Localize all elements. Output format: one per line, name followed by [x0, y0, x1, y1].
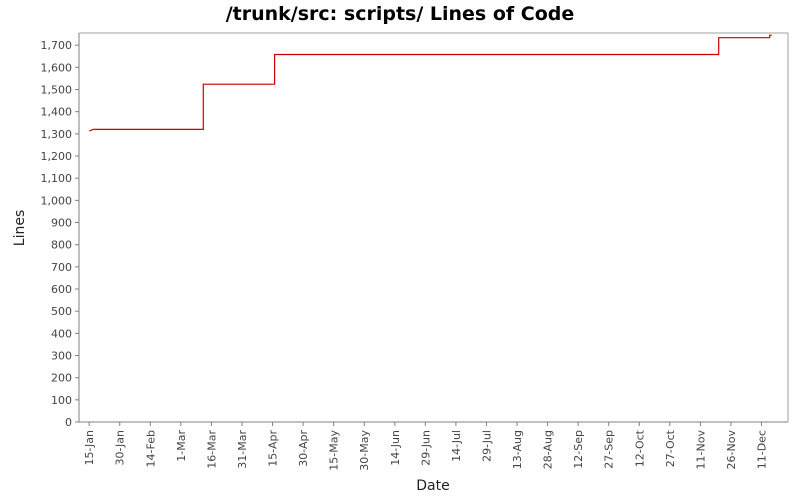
y-tick-label: 1,700: [41, 39, 73, 52]
y-tick-label: 900: [51, 217, 72, 230]
y-tick-label: 700: [51, 261, 72, 274]
x-tick-label: 15-Jan: [83, 430, 96, 466]
y-tick-label: 500: [51, 305, 72, 318]
y-tick-label: 600: [51, 283, 72, 296]
x-tick-label: 11-Nov: [694, 430, 707, 470]
y-tick-label: 100: [51, 394, 72, 407]
x-tick-label: 27-Sep: [603, 430, 616, 469]
x-tick-label: 11-Dec: [756, 430, 769, 469]
x-tick-label: 29-Jun: [419, 430, 432, 466]
x-tick-label: 30-Apr: [297, 430, 310, 467]
x-tick-label: 15-May: [328, 430, 341, 471]
y-axis-ticks: 0 100 200 300 400 500 600 700 800 900 1,000 1,100 1,…: [41, 39, 79, 429]
x-tick-label: 28-Aug: [542, 430, 555, 469]
x-tick-label: 12-Oct: [633, 429, 646, 467]
x-tick-label: 14-Jun: [389, 430, 402, 466]
x-tick-label: 15-Apr: [267, 430, 280, 467]
y-tick-label: 1,500: [41, 84, 73, 97]
x-axis-label: Date: [416, 478, 449, 494]
x-tick-label: 29-Jul: [480, 430, 493, 462]
y-tick-label: 1,200: [41, 150, 73, 163]
plot-area: [79, 33, 788, 422]
x-tick-label: 14-Feb: [144, 430, 157, 467]
x-tick-label: 12-Sep: [572, 430, 585, 469]
x-tick-label: 31-Mar: [236, 430, 249, 469]
y-tick-label: 1,000: [41, 194, 73, 207]
series-line-lines-of-code: [88, 34, 772, 132]
y-axis-label: Lines: [12, 210, 28, 246]
y-tick-label: 1,600: [41, 61, 73, 74]
y-tick-label: 1,300: [41, 128, 73, 141]
x-tick-label: 30-Jan: [114, 430, 127, 466]
x-tick-label: 27-Oct: [664, 429, 677, 467]
y-tick-label: 1,100: [41, 172, 73, 185]
x-tick-label: 1-Mar: [175, 430, 188, 462]
x-tick-label: 14-Jul: [450, 430, 463, 462]
x-tick-label: 26-Nov: [725, 430, 738, 470]
y-tick-label: 400: [51, 327, 72, 340]
y-tick-label: 1,400: [41, 106, 73, 119]
x-tick-label: 13-Aug: [511, 430, 524, 469]
x-axis-ticks: 15-Jan 30-Jan 14-Feb 1-Mar 16-Mar 31-Mar 15-Ap…: [83, 422, 769, 471]
y-tick-label: 300: [51, 350, 72, 363]
y-tick-label: 0: [65, 416, 72, 429]
x-tick-label: 30-May: [358, 430, 371, 471]
x-tick-label: 16-Mar: [205, 430, 218, 469]
y-tick-label: 200: [51, 372, 72, 385]
chart-title: /trunk/src: scripts/ Lines of Code: [225, 3, 575, 25]
y-tick-label: 800: [51, 239, 72, 252]
